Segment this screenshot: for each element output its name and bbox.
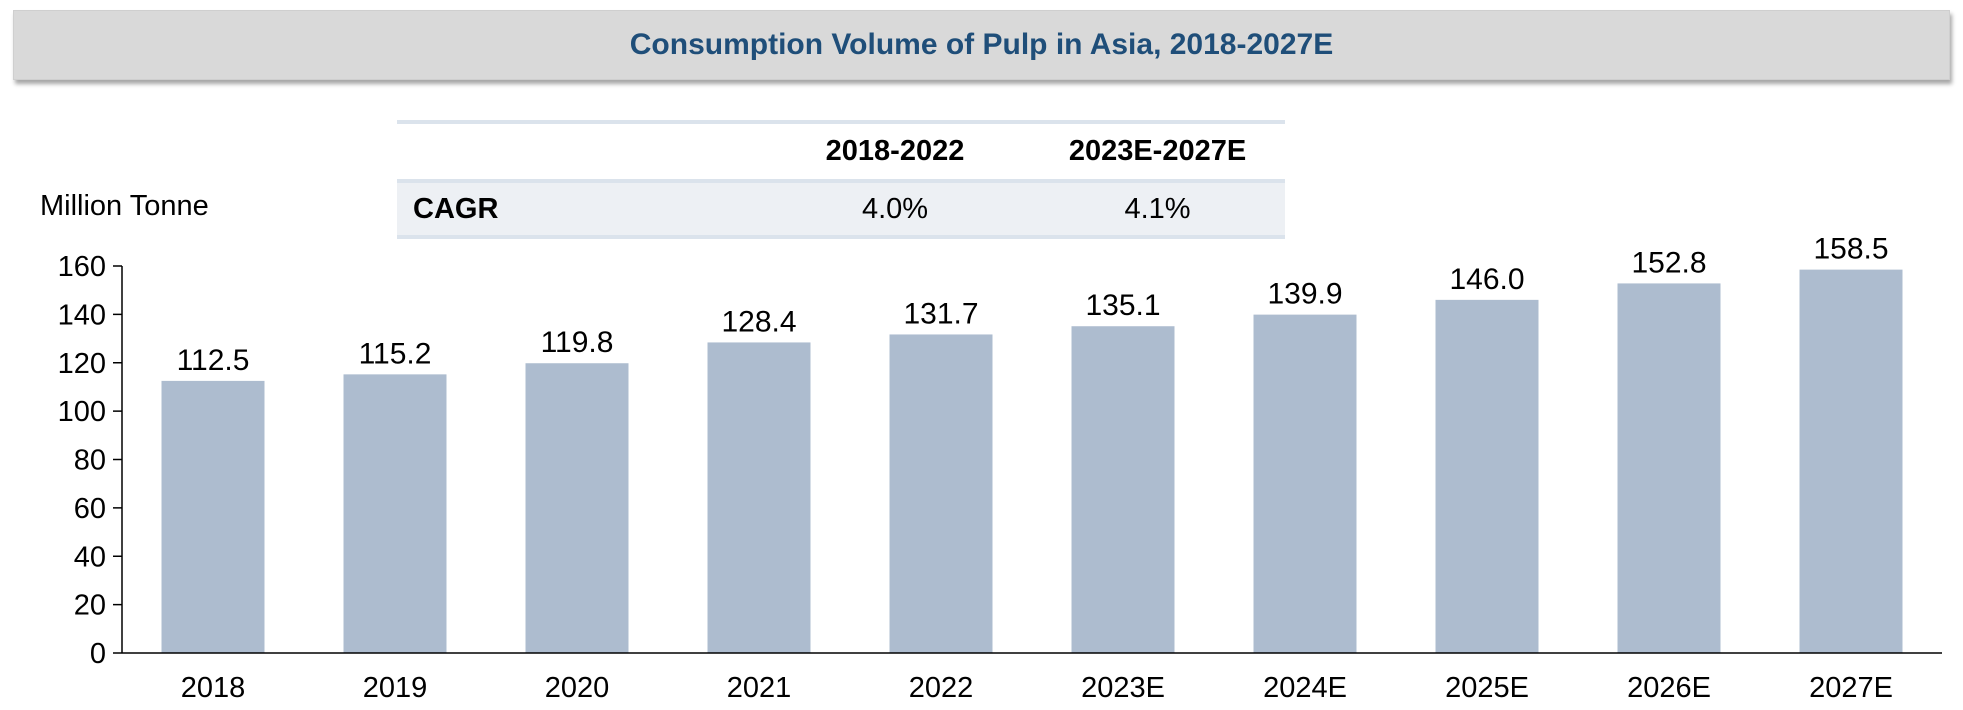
bar [525, 363, 629, 653]
x-tick-label: 2025E [1445, 672, 1529, 704]
bar-value-label: 131.7 [903, 297, 978, 330]
bar-value-label: 158.5 [1813, 233, 1888, 266]
cagr-table: 2018-2022 2023E-2027E CAGR 4.0% 4.1% [397, 120, 1285, 239]
cagr-data-row: CAGR 4.0% 4.1% [397, 179, 1285, 239]
x-tick-label: 2019 [363, 672, 428, 704]
x-tick-label: 2020 [545, 672, 610, 704]
x-tick-label: 2021 [727, 672, 792, 704]
bar [1253, 314, 1357, 653]
chart-title: Consumption Volume of Pulp in Asia, 2018… [629, 28, 1334, 61]
y-tick-label: 60 [74, 493, 106, 525]
cagr-header-period-1: 2018-2022 [825, 135, 965, 167]
bar-value-label: 135.1 [1085, 289, 1160, 322]
y-tick-label: 140 [58, 299, 106, 331]
bar [161, 380, 265, 653]
x-tick-label: 2023E [1081, 672, 1165, 704]
x-tick-label: 2026E [1627, 672, 1711, 704]
bar-value-label: 139.9 [1267, 278, 1342, 311]
x-tick-label: 2024E [1263, 672, 1347, 704]
bar-value-label: 119.8 [541, 326, 614, 359]
bar [889, 334, 993, 653]
bar [1799, 269, 1903, 653]
cagr-value-period-2: 4.1% [1124, 192, 1191, 225]
cagr-header-row: 2018-2022 2023E-2027E [397, 124, 1285, 179]
bar-value-label: 112.5 [177, 344, 250, 377]
y-tick-label: 40 [74, 541, 106, 573]
y-tick-label: 100 [58, 396, 106, 428]
bar [1071, 326, 1175, 653]
bar [1617, 283, 1721, 653]
x-tick-label: 2022 [909, 672, 974, 704]
x-axis: 2018 2019 2020 2021 2022 2023E 2024E 2025E 2026E… [122, 652, 1942, 704]
y-tick-label: 20 [74, 590, 106, 622]
bar-value-label: 152.8 [1631, 246, 1706, 279]
bar-value-label: 128.4 [721, 305, 796, 338]
chart-title-bar: Consumption Volume of Pulp in Asia, 2018… [13, 10, 1950, 80]
y-axis: 0 20 40 60 80 100 120 140 160 [58, 251, 123, 670]
cagr-row-label: CAGR [413, 192, 499, 225]
bar [343, 374, 447, 653]
cagr-header-period-2: 2023E-2027E [1068, 135, 1247, 167]
y-tick-label: 80 [74, 445, 106, 477]
bar-value-label: 115.2 [359, 337, 432, 370]
bars: 112.5 115.2 119.8 128.4 131.7 135.1 139.9 146.0… [161, 233, 1903, 653]
bar-value-label: 146.0 [1449, 263, 1524, 296]
x-tick-label: 2027E [1809, 672, 1893, 704]
y-tick-label: 120 [58, 348, 106, 380]
y-tick-label: 160 [58, 251, 106, 283]
bar [1435, 299, 1539, 653]
y-tick-label: 0 [90, 638, 106, 670]
bar [707, 342, 811, 653]
y-axis-unit-label: Million Tonne [40, 190, 209, 222]
x-tick-label: 2018 [181, 672, 246, 704]
cagr-value-period-1: 4.0% [861, 192, 929, 225]
